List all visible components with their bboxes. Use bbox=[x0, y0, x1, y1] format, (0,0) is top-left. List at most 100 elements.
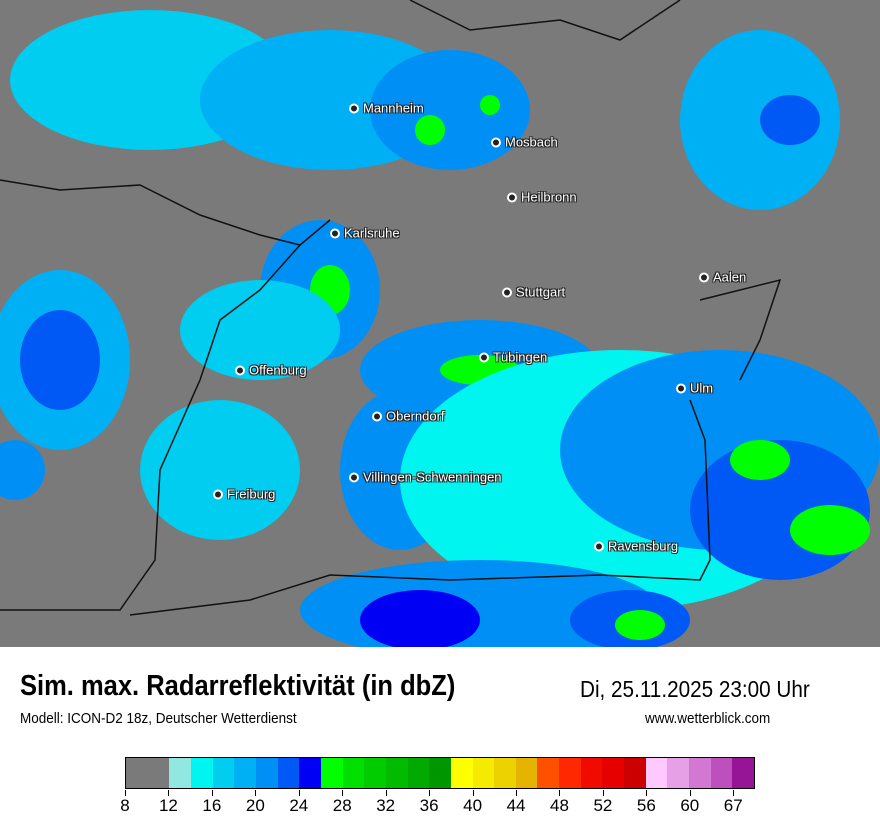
legend-ticks: 8 12 16 20 24 28 32 36 40 44 48 52 56 60 67 bbox=[120, 790, 755, 820]
legend-swatch bbox=[212, 758, 235, 788]
legend-swatch bbox=[667, 758, 690, 788]
border-line bbox=[409, 0, 681, 41]
legend-tick-label: 56 bbox=[636, 796, 656, 815]
border-line bbox=[699, 278, 782, 381]
legend-swatch bbox=[147, 758, 170, 788]
legend-tick bbox=[516, 790, 518, 796]
legend-tick-label: 20 bbox=[245, 796, 265, 815]
forecast-datetime: Di, 25.11.2025 23:00 Uhr bbox=[580, 676, 810, 702]
precip-area bbox=[360, 590, 480, 647]
legend-tick bbox=[125, 790, 126, 796]
city-label: Aalen bbox=[713, 269, 747, 285]
border-line bbox=[0, 179, 331, 246]
model-info: Modell: ICON-D2 18z, Deutscher Wetterdie… bbox=[20, 710, 297, 727]
precip-area bbox=[370, 50, 530, 170]
legend-swatch bbox=[645, 758, 668, 788]
precip-area bbox=[0, 440, 45, 500]
city-dot-icon bbox=[594, 541, 604, 551]
legend-swatch bbox=[234, 758, 256, 788]
legend-swatch bbox=[385, 758, 408, 788]
legend-swatch bbox=[559, 758, 581, 788]
color-scale-legend bbox=[125, 757, 755, 789]
city-marker: Offenburg bbox=[235, 363, 307, 378]
legend-swatch bbox=[450, 758, 473, 788]
legend-tick bbox=[472, 790, 474, 796]
legend-swatch bbox=[732, 758, 755, 788]
city-marker: Mannheim bbox=[349, 101, 424, 116]
city-label: Ravensburg bbox=[608, 538, 679, 554]
city-dot-icon bbox=[507, 192, 517, 202]
city-dot-icon bbox=[479, 352, 489, 362]
city-label: Oberndorf bbox=[386, 408, 445, 424]
legend-tick bbox=[689, 790, 691, 796]
city-marker: Aalen bbox=[699, 270, 746, 285]
city-label: Tübingen bbox=[493, 349, 548, 365]
legend-tick-label: 36 bbox=[419, 796, 439, 815]
precip-area bbox=[790, 505, 870, 555]
legend-tick-label: 8 bbox=[120, 796, 130, 815]
city-dot-icon bbox=[372, 411, 382, 421]
city-label: Villingen-Schwenningen bbox=[363, 469, 502, 485]
city-marker: Oberndorf bbox=[372, 409, 445, 424]
legend-tick-label: 24 bbox=[289, 796, 309, 815]
legend-tick-label: 40 bbox=[463, 796, 483, 815]
city-label: Stuttgart bbox=[516, 284, 566, 300]
legend-swatch bbox=[472, 758, 495, 788]
legend-swatch bbox=[429, 758, 451, 788]
city-marker: Heilbronn bbox=[507, 190, 577, 205]
city-dot-icon bbox=[213, 489, 223, 499]
city-label: Offenburg bbox=[249, 362, 307, 378]
legend-tick-label: 32 bbox=[376, 796, 396, 815]
precip-area bbox=[415, 115, 445, 145]
city-label: Heilbronn bbox=[521, 189, 577, 205]
city-dot-icon bbox=[502, 287, 512, 297]
city-marker: Mosbach bbox=[491, 135, 558, 150]
city-dot-icon bbox=[491, 137, 501, 147]
border-line bbox=[129, 399, 711, 616]
city-marker: Karlsruhe bbox=[330, 226, 400, 241]
legend-tick-label: 48 bbox=[550, 796, 569, 815]
legend-tick bbox=[602, 790, 604, 796]
city-marker: Villingen-Schwenningen bbox=[349, 470, 502, 485]
city-marker: Ravensburg bbox=[594, 539, 678, 554]
legend-tick bbox=[646, 790, 648, 796]
city-marker: Freiburg bbox=[213, 487, 275, 502]
legend-tick-label: 44 bbox=[506, 796, 526, 815]
precip-area bbox=[180, 280, 340, 380]
legend-tick-label: 60 bbox=[680, 796, 700, 815]
city-label: Ulm bbox=[690, 380, 714, 396]
legend-tick bbox=[559, 790, 561, 796]
city-dot-icon bbox=[349, 103, 359, 113]
legend-tick bbox=[211, 790, 213, 796]
legend-swatch bbox=[537, 758, 560, 788]
city-marker: Tübingen bbox=[479, 350, 547, 365]
legend-tick bbox=[429, 790, 431, 796]
city-label: Mosbach bbox=[505, 134, 558, 150]
precip-area bbox=[760, 95, 820, 145]
city-dot-icon bbox=[330, 228, 340, 238]
legend-swatch bbox=[710, 758, 733, 788]
legend-swatch bbox=[602, 758, 625, 788]
legend-swatch bbox=[169, 758, 191, 788]
radar-map: Mannheim Mosbach Heilbronn Karlsruhe Aalen St… bbox=[0, 0, 880, 647]
city-label: Freiburg bbox=[227, 486, 276, 502]
legend-tick-label: 28 bbox=[332, 796, 352, 815]
legend-tick bbox=[342, 790, 344, 796]
legend-swatch bbox=[342, 758, 365, 788]
city-label: Mannheim bbox=[363, 100, 424, 116]
legend-swatch bbox=[255, 758, 278, 788]
legend-swatch bbox=[190, 758, 213, 788]
precip-area bbox=[615, 610, 665, 640]
website-link[interactable]: www.wetterblick.com bbox=[645, 710, 771, 727]
legend-tick bbox=[733, 790, 735, 796]
legend-tick-label: 12 bbox=[158, 796, 178, 815]
city-marker: Stuttgart bbox=[502, 285, 565, 300]
legend-swatch bbox=[689, 758, 711, 788]
border-line bbox=[0, 244, 301, 611]
legend-tick bbox=[168, 790, 170, 796]
precip-area bbox=[730, 440, 790, 480]
legend-swatch bbox=[580, 758, 603, 788]
city-dot-icon bbox=[676, 383, 686, 393]
legend-tick-label: 67 bbox=[723, 796, 743, 815]
city-label: Karlsruhe bbox=[344, 225, 400, 241]
